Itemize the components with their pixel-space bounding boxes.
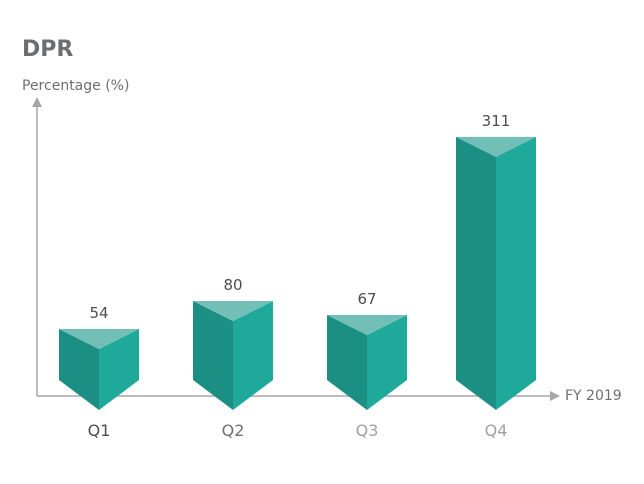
x-axis-label: FY 2019 <box>565 388 622 404</box>
bar-q1-top-face <box>59 328 139 349</box>
category-label-q3: Q3 <box>356 421 379 440</box>
x-axis-arrow-icon <box>550 391 560 401</box>
value-label-q1: 54 <box>89 304 108 322</box>
bar-q2-right-face <box>233 301 273 410</box>
bar-q3-right-face <box>367 314 407 410</box>
bar-q2-left-face <box>193 301 233 410</box>
bar-q1-right-face <box>99 328 139 410</box>
category-label-q4: Q4 <box>485 421 508 440</box>
bar-q1-left-face <box>59 328 99 410</box>
bar-q4-left-face <box>456 136 496 411</box>
bar-q2-top-face <box>193 301 273 321</box>
chart-title: DPR <box>22 37 73 62</box>
category-label-q2: Q2 <box>222 421 245 440</box>
bars-group: 54 Q1 80 Q2 67 Q3 311 Q4 <box>59 112 536 440</box>
bar-q4-right-face <box>496 136 536 411</box>
bar-q3-left-face <box>327 314 367 410</box>
bar-q4-top-face <box>456 136 536 157</box>
category-label-q1: Q1 <box>88 421 111 440</box>
y-axis-label: Percentage (%) <box>22 78 129 94</box>
bar-q3-top-face <box>327 314 407 335</box>
value-label-q3: 67 <box>357 290 376 308</box>
value-label-q2: 80 <box>223 276 242 294</box>
value-label-q4: 311 <box>482 112 511 130</box>
y-axis-arrow-icon <box>32 97 42 107</box>
